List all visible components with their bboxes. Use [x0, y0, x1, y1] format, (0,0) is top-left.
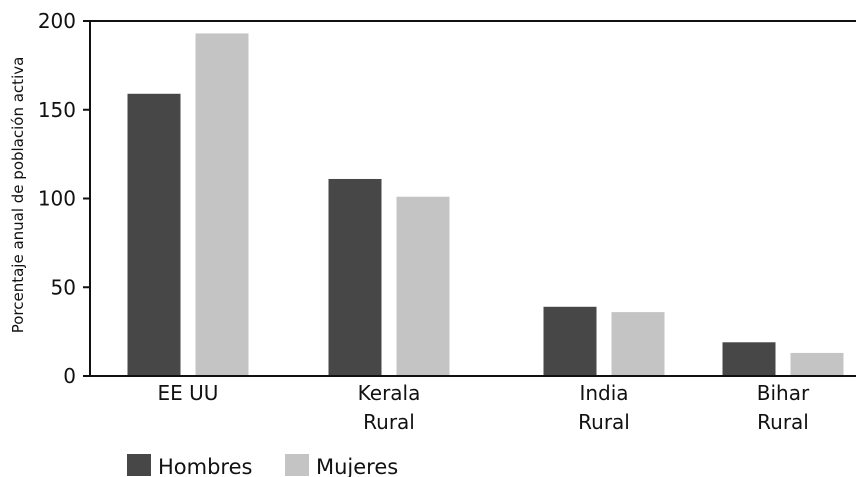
bar-hombres — [722, 342, 776, 376]
legend-label-hombres: Hombres — [158, 455, 252, 477]
y-axis-label: Porcentaje anual de población activa — [9, 57, 27, 334]
x-category-label: Rural — [578, 410, 630, 434]
bars-group — [127, 33, 844, 377]
bar-mujeres — [611, 312, 665, 376]
x-category-label: India — [579, 381, 628, 405]
legend-swatch-mujeres — [285, 454, 309, 476]
x-category-label: Rural — [363, 410, 415, 434]
x-category-label: Bihar — [757, 381, 810, 405]
legend-swatch-hombres — [127, 454, 151, 476]
x-category-label: Rural — [757, 410, 809, 434]
y-tick-label: 150 — [38, 98, 76, 122]
y-tick-label: 100 — [38, 187, 76, 211]
bar-mujeres — [396, 196, 450, 376]
legend-label-mujeres: Mujeres — [316, 455, 398, 477]
bar-hombres — [328, 178, 382, 376]
legend: Hombres Mujeres — [127, 454, 398, 477]
y-tick-label: 200 — [38, 9, 76, 33]
bar-mujeres — [790, 352, 844, 376]
bar-mujeres — [195, 33, 249, 377]
x-category-label: Kerala — [358, 381, 421, 405]
bar-hombres — [127, 93, 181, 377]
bar-hombres — [543, 306, 597, 376]
y-tick-label: 50 — [51, 275, 76, 299]
y-tick-label: 0 — [63, 364, 76, 388]
x-labels-group: EE UU Kerala Rural India Rural Bihar Rural — [158, 381, 810, 434]
x-category-label: EE UU — [158, 381, 219, 405]
y-ticks-group: 0 50 100 150 200 — [38, 9, 90, 388]
